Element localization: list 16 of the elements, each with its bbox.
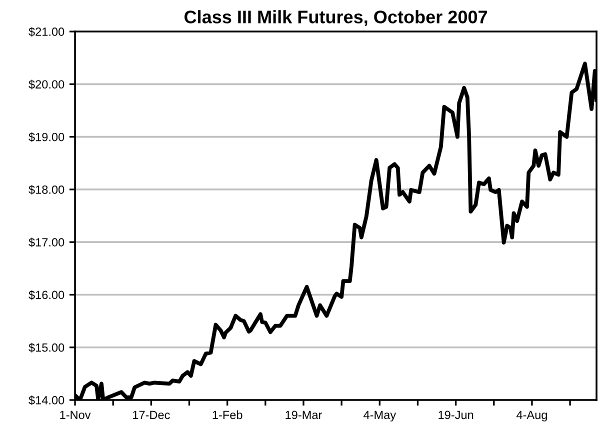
x-tick-label: 4-May [364, 410, 396, 422]
x-tick-label: 1-Feb [212, 410, 242, 420]
y-tick-label: $19.00 [28, 132, 64, 142]
y-tick-label: $15.00 [28, 342, 64, 352]
y-tick-label: $17.00 [28, 238, 64, 248]
y-tick-label: $14.00 [28, 396, 64, 406]
y-tick-label: $18.00 [28, 184, 64, 195]
x-tick-label: 4-Aug [516, 410, 547, 422]
y-tick-label: $20.00 [28, 80, 64, 90]
x-tick-label: 17-Dec [133, 410, 170, 420]
x-tick-label: 19-Mar [286, 410, 322, 420]
chart-title: Class III Milk Futures, October 2007 [184, 10, 488, 26]
x-tick-label: 19-Jun [438, 410, 474, 420]
y-tick-label: $21.00 [28, 27, 64, 37]
x-tick-label: 1-Nov [60, 410, 91, 420]
y-tick-label: $16.00 [28, 290, 64, 300]
